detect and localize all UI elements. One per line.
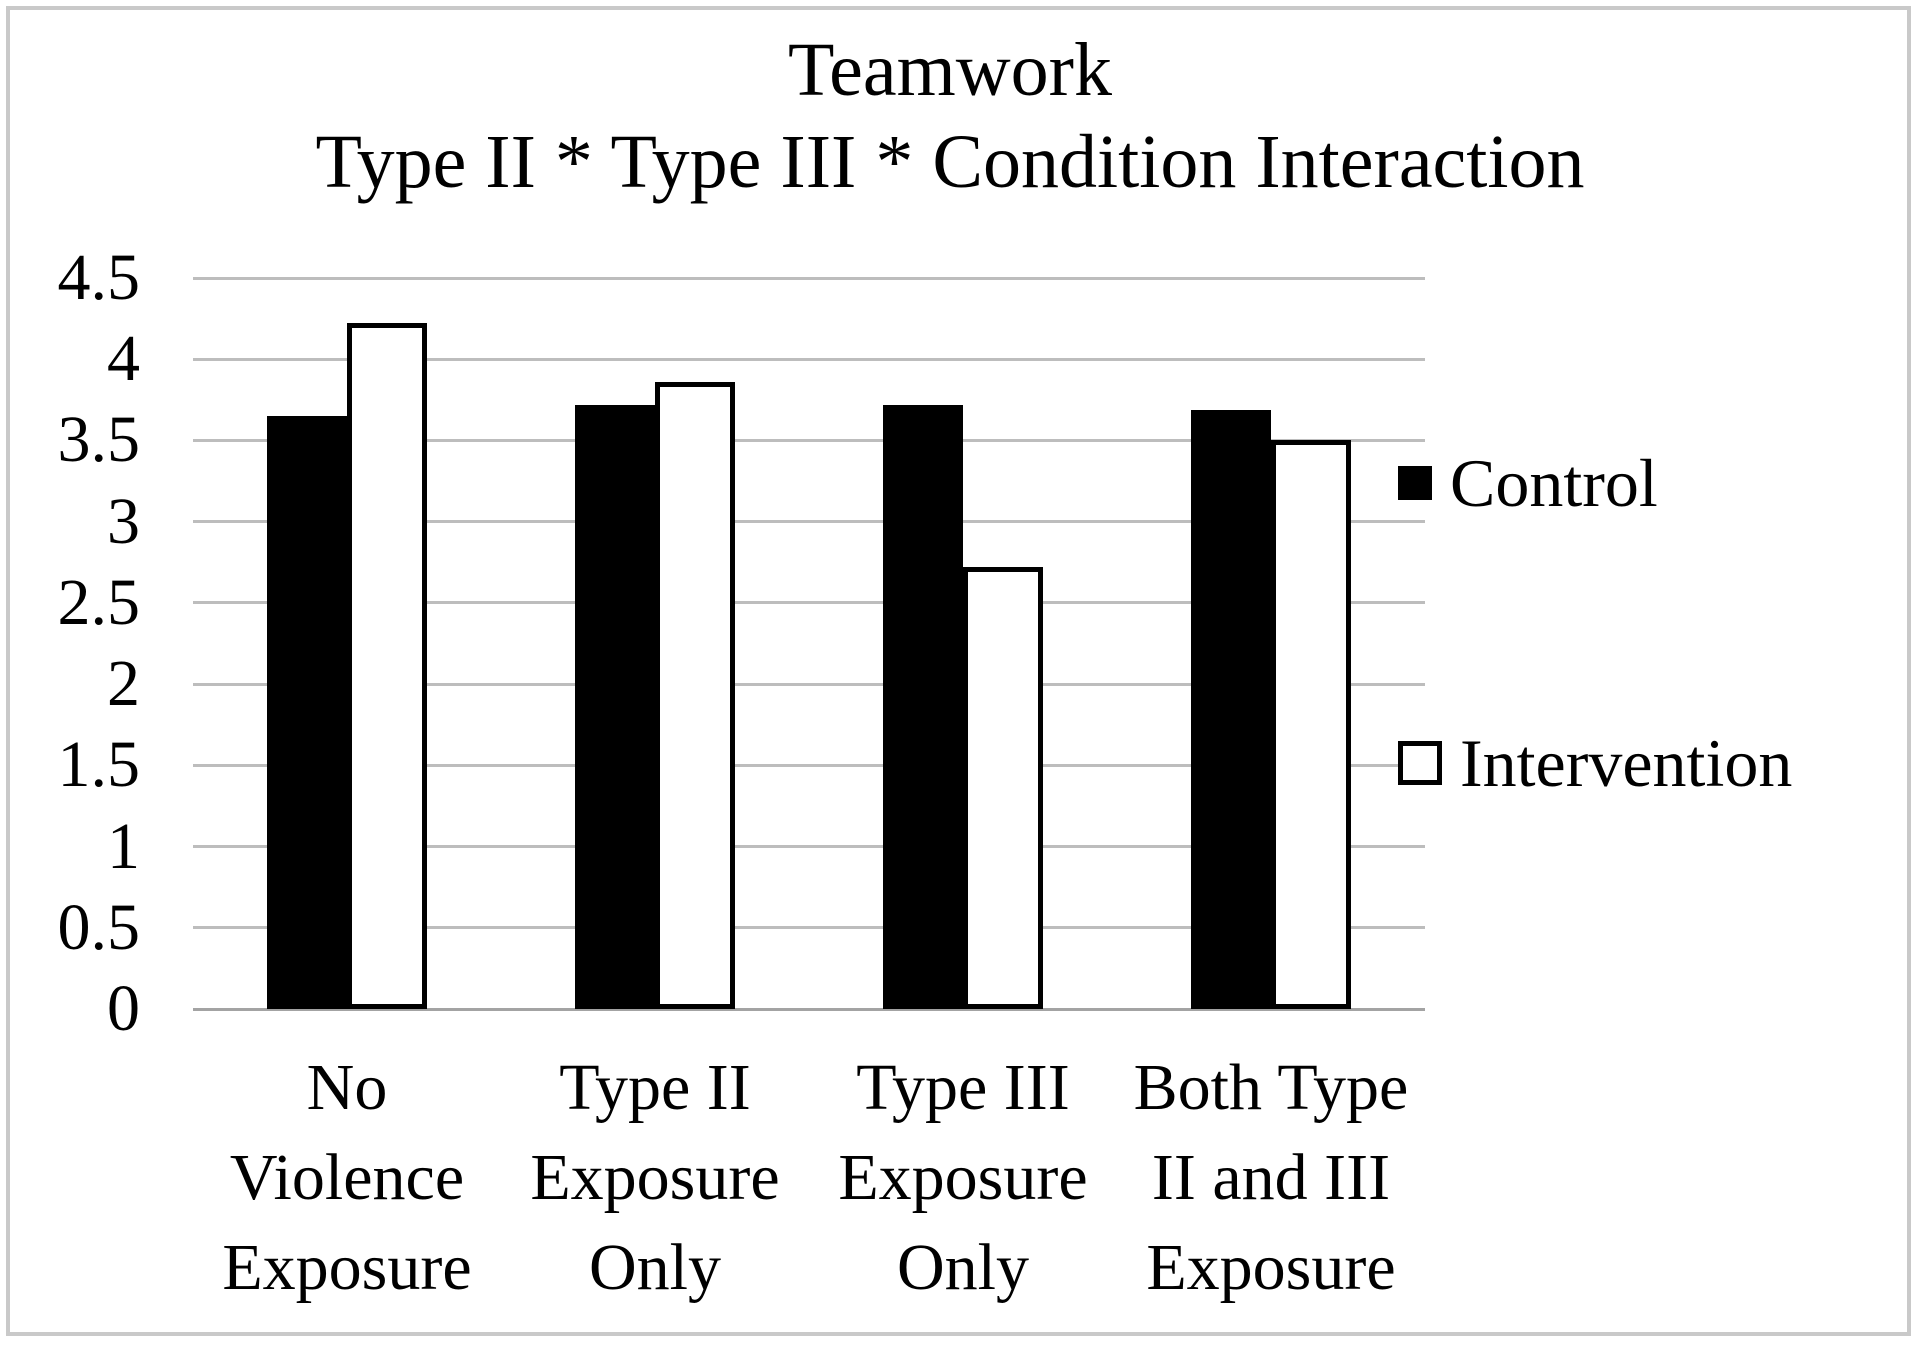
- gridline-2.5: [193, 601, 1425, 605]
- y-axis-tick-label-4: 4: [107, 322, 140, 396]
- x-axis-category-label-2: Type II Exposure Only: [530, 1051, 780, 1304]
- y-axis-tick-label-1: 1: [107, 809, 140, 883]
- y-axis-tick-label-0.5: 0.5: [57, 890, 141, 964]
- y-axis-tick-label-3.5: 3.5: [57, 403, 141, 477]
- y-axis-tick-label-0: 0: [107, 972, 140, 1045]
- bar-intervention-1: [347, 323, 427, 1009]
- y-axis-tick-label-3: 3: [107, 484, 140, 558]
- gridline-0: [193, 1007, 1425, 1011]
- y-axis-tick-label-1.5: 1.5: [57, 728, 141, 802]
- gridline-0.5: [193, 926, 1425, 930]
- legend-item-control: Control: [1398, 447, 1658, 519]
- legend-marker-control: [1398, 466, 1432, 500]
- gridline-3: [193, 520, 1425, 524]
- x-axis-category-label-3: Type III Exposure Only: [838, 1051, 1088, 1304]
- gridline-1: [193, 845, 1425, 849]
- legend-marker-intervention: [1398, 741, 1442, 785]
- chart-subtitle: Type II * Type III * Condition Interacti…: [315, 120, 1585, 204]
- legend-item-intervention: Intervention: [1398, 727, 1792, 799]
- gridline-2: [193, 682, 1425, 686]
- x-axis-category-label-4: Both Type II and III Exposure: [1133, 1051, 1409, 1304]
- legend-label-intervention: Intervention: [1460, 725, 1793, 801]
- bar-control-2: [575, 404, 655, 1009]
- bar-intervention-2: [655, 381, 735, 1009]
- gridline-4.5: [193, 276, 1425, 280]
- y-axis-tick-label-2.5: 2.5: [57, 565, 141, 639]
- bar-intervention-3: [963, 567, 1043, 1009]
- bar-control-1: [267, 416, 347, 1009]
- y-axis-tick-label-2: 2: [107, 647, 140, 721]
- y-axis-tick-label-4.5: 4.5: [57, 241, 141, 314]
- gridline-3.5: [193, 438, 1425, 442]
- gridline-1.5: [193, 763, 1425, 767]
- bar-control-4: [1191, 409, 1271, 1009]
- x-axis-category-label-1: No Violence Exposure: [222, 1051, 472, 1304]
- gridline-4: [193, 357, 1425, 361]
- chart-title-block: Teamwork Type II * Type III * Condition …: [0, 24, 1900, 208]
- chart-title: Teamwork: [788, 28, 1112, 112]
- legend-label-control: Control: [1450, 445, 1658, 521]
- bar-control-3: [883, 404, 963, 1009]
- bar-intervention-4: [1271, 440, 1351, 1009]
